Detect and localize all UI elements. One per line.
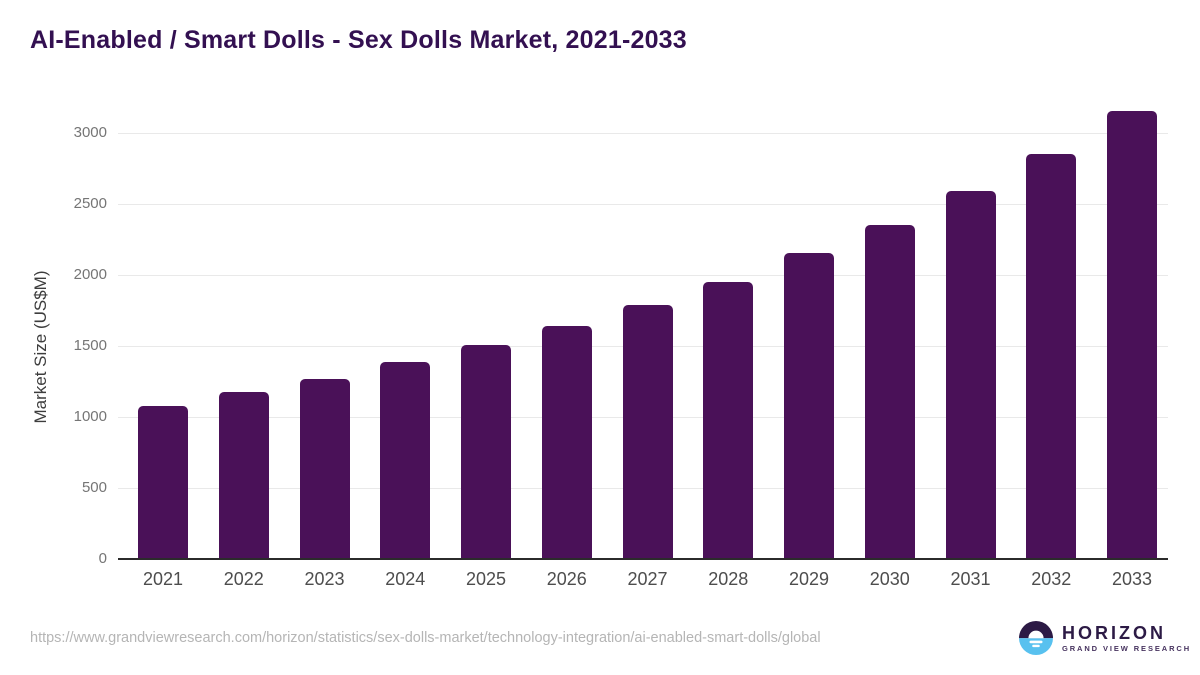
x-tick-label-2033: 2033 (1111, 569, 1153, 589)
bar-2021 (138, 405, 188, 559)
gridline-2500 (118, 204, 1168, 206)
y-tick-label: 3000 (73, 124, 107, 142)
gridline-2000 (118, 275, 1168, 277)
x-tick-label-2022: 2022 (223, 569, 264, 589)
horizon-logo: HORIZON GRAND VIEW RESEARCH (1019, 621, 1191, 655)
bar-2026 (541, 325, 592, 559)
bar-2024 (380, 362, 431, 559)
x-axis-line (118, 558, 1168, 560)
gridline-3000 (118, 133, 1168, 135)
logo-text: HORIZON GRAND VIEW RESEARCH (1062, 624, 1191, 653)
bar-2033 (1107, 111, 1157, 559)
y-tick-label: 2500 (73, 195, 107, 213)
x-tick-label-2021: 2021 (142, 569, 184, 589)
bar-2032 (1026, 153, 1077, 559)
y-tick-label: 1000 (73, 408, 107, 426)
y-tick-label: 0 (98, 550, 107, 567)
bar-2023 (299, 378, 350, 559)
x-tick-label-2024: 2024 (385, 569, 426, 589)
logo-wordmark: HORIZON (1062, 622, 1166, 643)
bar-2031 (945, 191, 996, 559)
x-tick-label-2026: 2026 (546, 569, 587, 589)
bar-2022 (218, 392, 269, 559)
chart-title: AI-Enabled / Smart Dolls - Sex Dolls Mar… (30, 26, 687, 54)
x-tick-label-2023: 2023 (304, 569, 345, 589)
bar-2029 (784, 253, 834, 559)
bar-2030 (864, 224, 915, 559)
x-tick-label-2028: 2028 (708, 569, 749, 589)
x-tick-label-2032: 2032 (1031, 569, 1072, 589)
logo-tagline: GRAND VIEW RESEARCH (1062, 643, 1192, 653)
x-tick-label-2025: 2025 (465, 569, 507, 589)
y-tick-label: 500 (81, 479, 107, 497)
y-tick-label: 1500 (73, 337, 107, 355)
x-tick-label-2030: 2030 (869, 569, 910, 589)
x-tick-label-2029: 2029 (788, 569, 830, 589)
y-axis-title: Market Size (US$M) (31, 270, 50, 424)
x-tick-label-2027: 2027 (627, 569, 668, 589)
bar-2025 (461, 345, 511, 559)
y-tick-label: 2000 (73, 266, 107, 284)
horizon-sun-over-water-icon (1019, 621, 1053, 655)
bar-2027 (622, 304, 673, 559)
source-url: https://www.grandviewresearch.com/horizo… (30, 630, 821, 646)
x-tick-label-2031: 2031 (950, 569, 991, 589)
bar-2028 (703, 281, 754, 559)
